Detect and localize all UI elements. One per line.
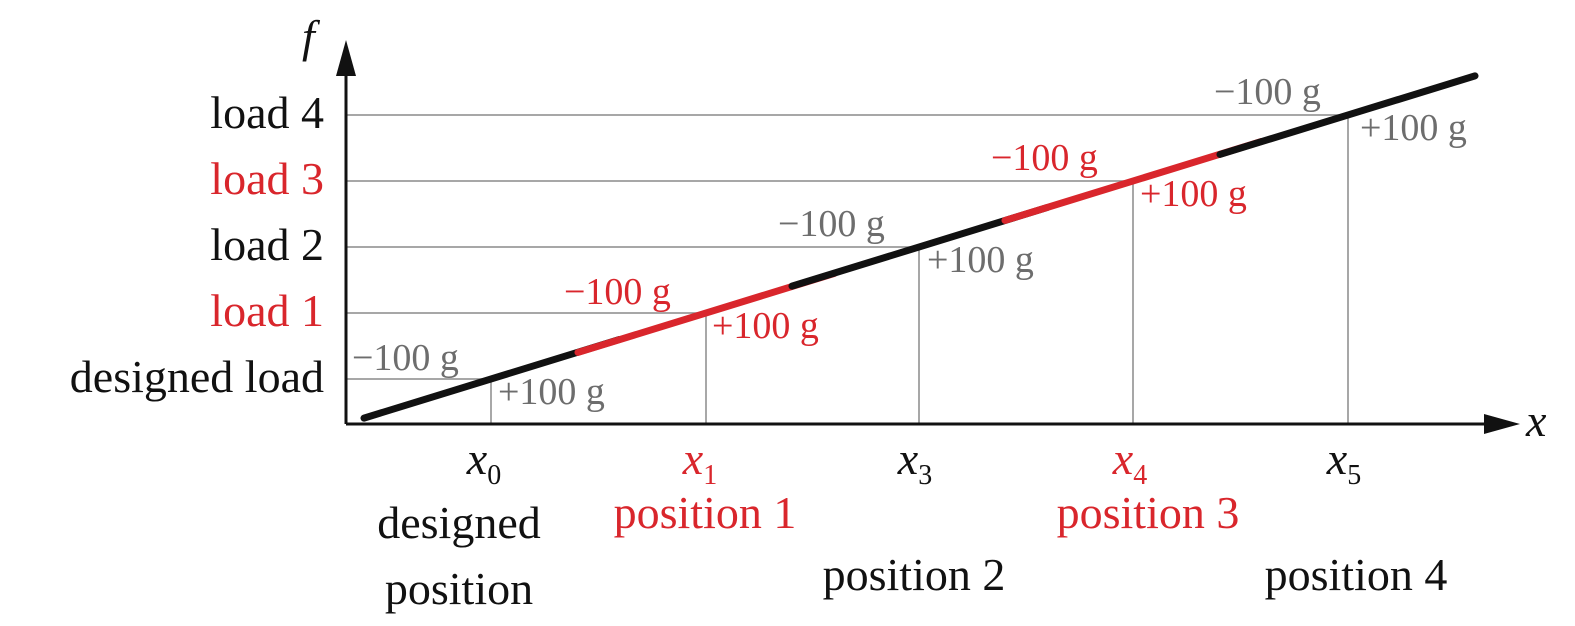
load-label-designed: designed load [70, 351, 324, 402]
y-axis-arrow-icon [336, 40, 356, 76]
position-names: designed position position 1 position 2 … [377, 487, 1447, 614]
characteristic-segments [360, 72, 1479, 422]
position-ticks: x0 x1 x3 x4 x5 [466, 433, 1361, 491]
segment-3-minus-label: −100 g [991, 137, 1098, 179]
segment-2-plus-label: +100 g [927, 239, 1034, 281]
position-name-1: position 1 [614, 487, 797, 538]
position-name-2: position 2 [823, 549, 1006, 600]
position-name-0-line-2: position [385, 563, 533, 614]
segment-0-plus-label: +100 g [498, 371, 605, 413]
load-label-3: load 3 [210, 153, 324, 204]
segment-4-plus-label: +100 g [1360, 107, 1467, 149]
position-symbol-4: x5 [1326, 433, 1361, 491]
position-name-0-line-1: designed [377, 497, 541, 548]
x-axis-label: x [1525, 395, 1547, 446]
y-axis-label: f [302, 11, 321, 62]
tolerance-labels: −100 g +100 g −100 g +100 g −100 g +100 … [352, 71, 1467, 413]
segment-3-plus-label: +100 g [1140, 173, 1247, 215]
position-name-4: position 4 [1265, 549, 1448, 600]
segment-4 [1216, 72, 1479, 158]
grid-lines [346, 114, 1349, 424]
position-name-3: position 3 [1057, 487, 1240, 538]
load-label-4: load 4 [210, 87, 324, 138]
segment-4-minus-label: −100 g [1214, 71, 1321, 113]
x-axis-arrow-icon [1484, 414, 1520, 434]
position-symbol-1: x1 [682, 433, 717, 491]
load-label-2: load 2 [210, 219, 324, 270]
load-labels: designed load load 1 load 2 load 3 load … [70, 87, 324, 402]
position-symbol-2: x3 [897, 433, 932, 491]
position-symbol-0: x0 [466, 433, 501, 491]
segment-0-minus-label: −100 g [352, 337, 459, 379]
segment-2-minus-label: −100 g [778, 203, 885, 245]
load-label-1: load 1 [210, 285, 324, 336]
position-symbol-3: x4 [1112, 433, 1147, 491]
segment-1-plus-label: +100 g [712, 305, 819, 347]
segment-1-minus-label: −100 g [564, 271, 671, 313]
